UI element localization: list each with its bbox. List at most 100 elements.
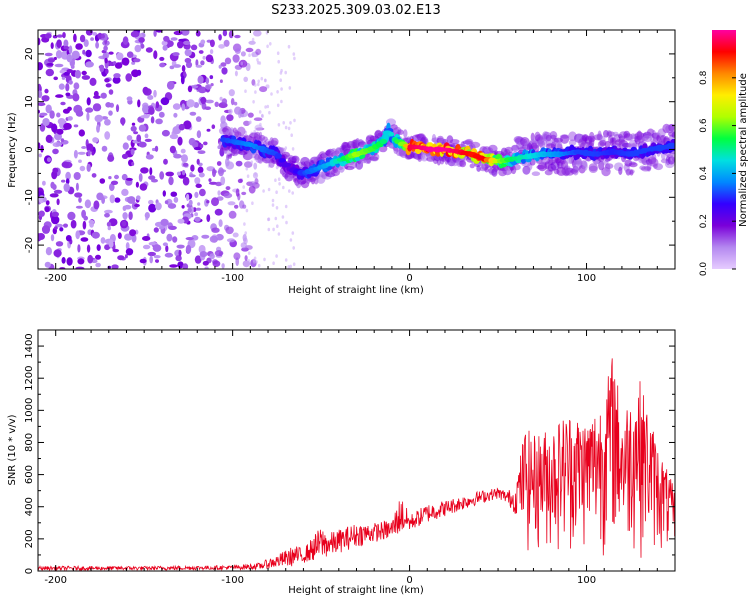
- heatmap-cell: [67, 211, 76, 221]
- heatmap-cell: [449, 139, 460, 144]
- heatmap-cell: [144, 133, 149, 139]
- heatmap-cell: [73, 33, 77, 43]
- heatmap-cell: [242, 185, 245, 189]
- heatmap-cell: [85, 61, 94, 68]
- heatmap-cell: [255, 48, 262, 56]
- heatmap-cell: [59, 69, 65, 74]
- heatmap-cell: [168, 225, 177, 230]
- heatmap-cell: [166, 233, 173, 242]
- heatmap-cell: [155, 30, 163, 33]
- heatmap-cell: [63, 183, 70, 192]
- x-tick-label: -100: [221, 575, 244, 586]
- heatmap-cell: [287, 265, 291, 269]
- heatmap-cell: [599, 139, 607, 146]
- heatmap-cell: [282, 185, 285, 190]
- heatmap-cell: [262, 136, 268, 142]
- heatmap-cell: [121, 173, 128, 181]
- heatmap-cell: [214, 208, 223, 216]
- heatmap-cell: [160, 97, 170, 106]
- heatmap-cell: [276, 51, 280, 55]
- heatmap-cell: [214, 101, 219, 108]
- heatmap-cell: [91, 231, 100, 239]
- heatmap-cell: [275, 190, 278, 194]
- heatmap-cell: [125, 73, 132, 82]
- y-tick-label: 400: [24, 497, 35, 516]
- heatmap-cell: [163, 35, 170, 42]
- heatmap-cell: [549, 131, 558, 140]
- heatmap-cell: [116, 52, 124, 61]
- heatmap-cell: [397, 129, 404, 135]
- heatmap-cell: [235, 188, 240, 197]
- heatmap-cell: [49, 110, 55, 119]
- heatmap-cell: [99, 64, 105, 73]
- heatmap-cell: [85, 107, 94, 113]
- heatmap-cell: [138, 141, 147, 148]
- heatmap-cell: [107, 154, 115, 162]
- heatmap-cell: [50, 181, 55, 189]
- heatmap-cell: [154, 145, 159, 152]
- heatmap-cell: [38, 90, 43, 98]
- heatmap-cell: [121, 220, 127, 227]
- heatmap-cell: [229, 127, 234, 136]
- heatmap-cell: [228, 108, 233, 115]
- heatmap-cell: [136, 195, 141, 201]
- heatmap-cell: [280, 99, 283, 104]
- heatmap-cell: [220, 62, 227, 67]
- heatmap-cell: [205, 54, 214, 63]
- heatmap-cell: [269, 42, 272, 46]
- heatmap-cell: [148, 199, 154, 205]
- heatmap-cell: [267, 227, 271, 232]
- heatmap-cell: [142, 86, 149, 95]
- heatmap-cell: [241, 51, 245, 56]
- heatmap-cell: [84, 199, 92, 209]
- heatmap-cell: [654, 163, 663, 171]
- heatmap-cell: [275, 206, 279, 210]
- heatmap-cell: [251, 53, 255, 58]
- y-tick-label: 800: [24, 433, 35, 452]
- heatmap-cell: [149, 167, 153, 176]
- heatmap-cell: [112, 61, 117, 65]
- heatmap-cell: [52, 167, 59, 174]
- heatmap-cell: [168, 176, 174, 186]
- heatmap-cell: [125, 177, 133, 181]
- heatmap-cell: [65, 235, 72, 242]
- heatmap-cell: [122, 212, 128, 220]
- heatmap-cell: [177, 41, 184, 49]
- heatmap-cell: [245, 166, 249, 171]
- heatmap-cell: [152, 244, 162, 252]
- heatmap-cell: [215, 181, 223, 187]
- heatmap-cell: [126, 96, 133, 101]
- heatmap-cell: [73, 172, 81, 180]
- heatmap-cell: [245, 208, 249, 213]
- heatmap-cell: [173, 112, 178, 118]
- heatmap-cell: [45, 104, 52, 114]
- heatmap-cell: [148, 175, 156, 180]
- heatmap-cell: [257, 263, 261, 268]
- heatmap-cell: [87, 149, 91, 157]
- y-tick-label: 20: [24, 48, 35, 61]
- heatmap-cell: [182, 263, 189, 269]
- heatmap-cell: [277, 123, 281, 127]
- heatmap-cell: [114, 197, 121, 203]
- heatmap-cell: [181, 205, 185, 209]
- heatmap-cell: [218, 44, 226, 49]
- heatmap-cell: [45, 200, 50, 206]
- heatmap-cell: [189, 174, 196, 178]
- heatmap-cell: [122, 142, 129, 150]
- heatmap-cell: [200, 60, 205, 66]
- heatmap-cell: [148, 203, 157, 213]
- heatmap-cell: [642, 135, 653, 143]
- heatmap-cell: [221, 67, 228, 75]
- heatmap-cell: [75, 182, 79, 191]
- heatmap-cell: [117, 255, 125, 261]
- heatmap-cell: [114, 62, 123, 69]
- heatmap-cell: [68, 45, 73, 54]
- heatmap-cell: [263, 257, 266, 262]
- heatmap-cell: [59, 227, 64, 232]
- heatmap-cell: [67, 106, 72, 112]
- heatmap-cell: [259, 122, 262, 127]
- heatmap-cell: [176, 171, 181, 176]
- heatmap-cell: [107, 226, 112, 231]
- heatmap-cell: [531, 171, 541, 176]
- heatmap-cell: [180, 75, 185, 85]
